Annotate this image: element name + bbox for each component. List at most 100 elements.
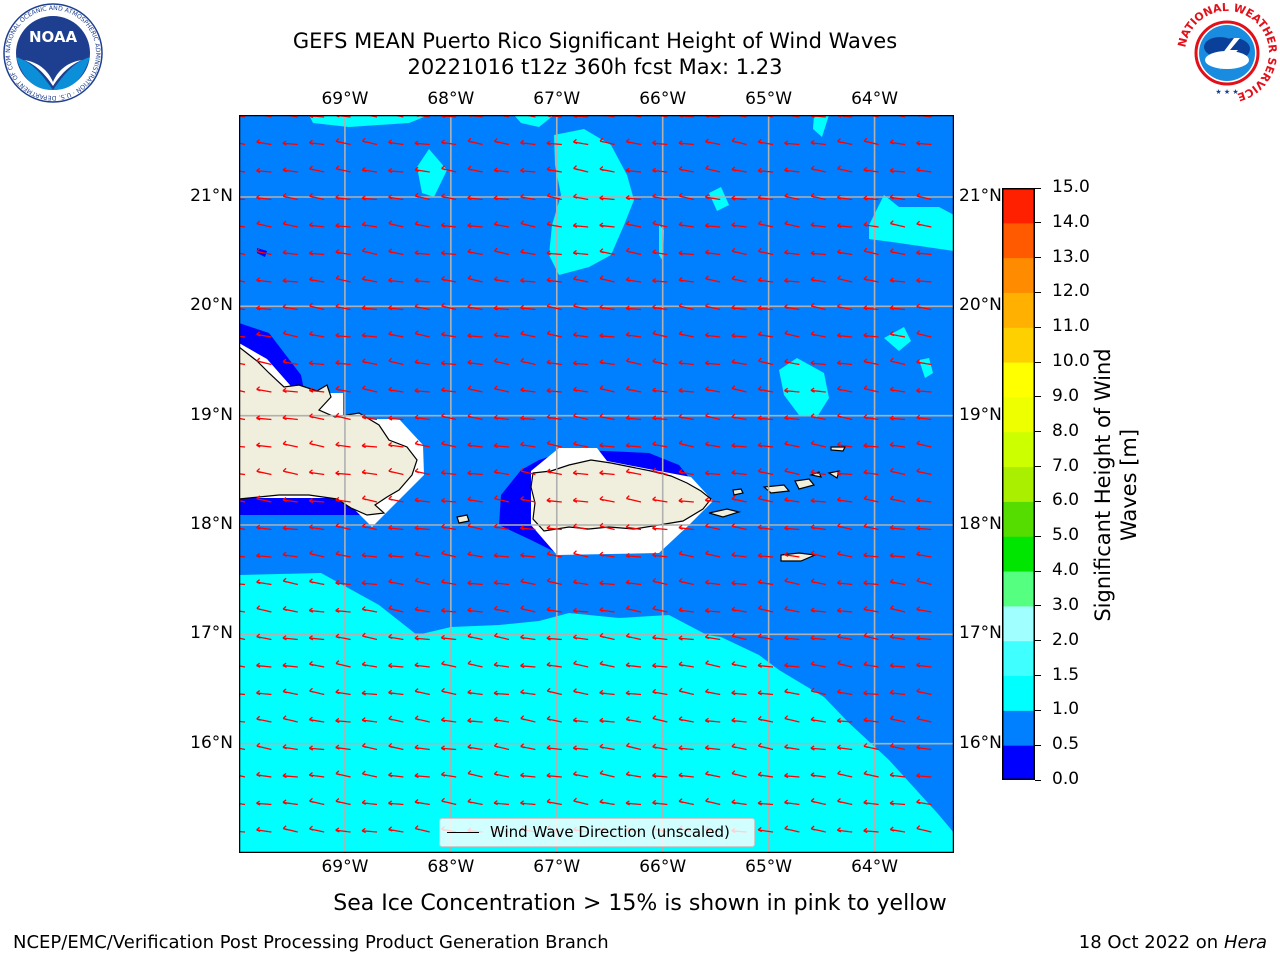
wind-arrow	[599, 551, 615, 558]
wind-arrow	[546, 440, 562, 448]
lat-tick-label-left: 16°N	[190, 732, 233, 753]
wind-arrow	[889, 495, 906, 503]
colorbar-tick-mark	[1035, 709, 1041, 711]
wind-arrow	[705, 797, 721, 806]
wind-arrow	[520, 552, 536, 558]
wind-arrow	[335, 194, 351, 201]
wind-arrow	[414, 359, 430, 366]
wind-arrow	[810, 222, 826, 228]
wind-arrow	[520, 139, 536, 146]
wind-arrow	[705, 386, 721, 393]
wind-arrow	[784, 140, 800, 146]
wind-arrow	[308, 771, 325, 778]
wind-arrow	[361, 742, 378, 751]
colorbar-tick-mark	[1035, 744, 1041, 746]
wind-arrow	[546, 715, 562, 723]
wind-arrow	[705, 165, 721, 173]
wind-arrow	[361, 552, 378, 558]
wind-arrow	[652, 662, 668, 669]
wind-arrow	[757, 662, 774, 668]
colorbar-tick-label: 12.0	[1052, 281, 1090, 302]
wind-arrow	[625, 716, 642, 723]
wind-arrow	[625, 247, 642, 256]
wind-arrow	[335, 689, 351, 696]
wind-arrow	[757, 826, 774, 833]
wind-arrow	[784, 330, 800, 338]
wind-arrow	[678, 140, 694, 146]
wind-arrow	[810, 524, 826, 531]
wind-arrow	[572, 497, 589, 503]
wind-arrow	[704, 249, 721, 256]
wind-arrow	[863, 827, 879, 834]
wind-arrow	[441, 440, 457, 448]
wind-arrow	[757, 715, 774, 723]
wind-arrow	[256, 415, 272, 421]
wind-arrow	[282, 249, 298, 256]
nws-logo: NATIONAL WEATHER SERVICE ★ ★ ★	[1176, 2, 1278, 104]
wind-arrow	[256, 552, 272, 559]
wind-arrow	[361, 358, 378, 366]
wind-arrow	[652, 277, 668, 284]
colorbar-tick-mark	[1035, 396, 1041, 398]
wind-arrow	[282, 387, 298, 393]
wind-arrow	[308, 139, 325, 146]
map-title: GEFS MEAN Puerto Rico Significant Height…	[292, 29, 898, 53]
wind-arrow	[757, 742, 774, 751]
wind-arrow	[335, 744, 351, 751]
wind-arrow	[467, 744, 483, 751]
wind-arrow	[256, 826, 272, 833]
wind-arrow	[757, 331, 774, 338]
islet-north	[830, 446, 846, 452]
colorbar-tick-label: 0.0	[1052, 769, 1080, 789]
wind-arrow	[625, 167, 642, 173]
wind-arrow	[493, 138, 510, 146]
wind-arrow	[731, 358, 747, 366]
wind-arrow	[652, 496, 668, 503]
wind-arrow	[889, 248, 906, 256]
colorbar-tick-label: 10.0	[1052, 351, 1090, 372]
wind-arrow	[757, 690, 774, 696]
wind-arrow	[863, 221, 879, 228]
wind-arrow	[520, 387, 536, 393]
wind-arrow	[572, 386, 589, 393]
wind-arrow	[572, 579, 589, 586]
wind-arrow	[308, 250, 325, 256]
wind-arrow	[705, 688, 721, 696]
wind-arrow	[440, 634, 457, 641]
wind-arrow	[916, 551, 932, 558]
lat-tick-label-left: 21°N	[190, 186, 233, 206]
wind-arrow	[335, 580, 351, 586]
wind-arrow	[335, 385, 351, 393]
wind-arrow	[573, 302, 589, 311]
legend-line-swatch	[447, 832, 479, 833]
wind-arrow	[916, 440, 932, 448]
wind-arrow	[282, 330, 298, 338]
wind-arrow	[546, 277, 562, 283]
wind-arrow	[282, 140, 298, 146]
wind-arrow	[678, 165, 694, 173]
wind-arrow	[546, 303, 562, 311]
wind-arrow	[731, 332, 747, 339]
wind-arrow	[889, 167, 906, 174]
wind-arrow	[678, 661, 694, 668]
wind-arrow	[467, 770, 483, 778]
wind-arrow	[889, 415, 906, 421]
wind-arrow	[784, 744, 800, 751]
wind-arrow	[916, 249, 932, 256]
colorbar-tick-label: 3.0	[1052, 594, 1080, 615]
lon-tick-label-bottom: 69°W	[321, 857, 369, 877]
wind-arrow	[239, 445, 246, 448]
wind-arrow	[414, 798, 430, 806]
wind-arrow	[256, 220, 272, 228]
lon-tick-label-top: 66°W	[639, 89, 687, 109]
wind-arrow	[239, 693, 246, 696]
wind-arrow	[361, 827, 378, 834]
wind-arrow	[757, 579, 774, 586]
wind-arrow	[256, 305, 272, 311]
wind-arrow	[863, 495, 879, 503]
wind-arrow	[625, 495, 642, 503]
wind-arrow	[572, 249, 589, 256]
legend-label: Wind Wave Direction (unscaled)	[490, 823, 730, 841]
wind-arrow	[625, 305, 642, 311]
wind-arrow	[704, 607, 721, 614]
